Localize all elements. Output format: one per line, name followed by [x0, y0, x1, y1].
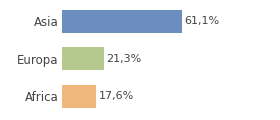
Bar [62, 85, 96, 108]
Text: 61,1%: 61,1% [184, 16, 220, 26]
Bar [62, 10, 182, 33]
Bar [62, 47, 104, 70]
Text: 21,3%: 21,3% [106, 54, 141, 64]
Text: 17,6%: 17,6% [98, 91, 134, 101]
